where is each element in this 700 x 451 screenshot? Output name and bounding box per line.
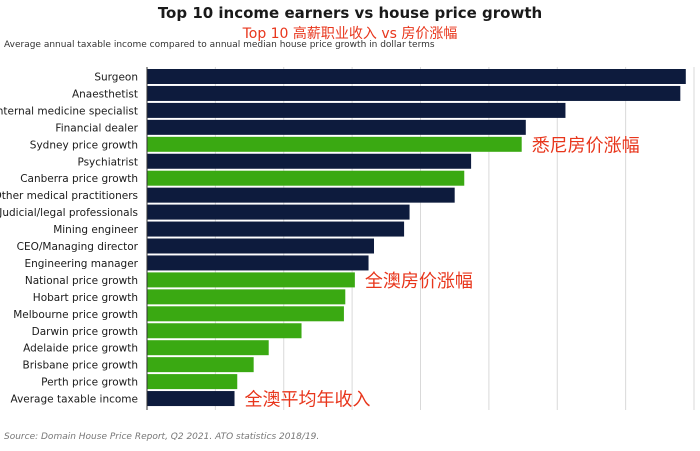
category-label: Other medical practitioners — [0, 190, 138, 202]
category-label: CEO/Managing director — [17, 241, 139, 253]
bar-financial-dealer — [147, 119, 526, 135]
bar-national-price-growth — [147, 272, 355, 288]
category-label: Surgeon — [94, 72, 138, 84]
category-label: Adelaide price growth — [23, 343, 138, 355]
chart-caption: Average annual taxable income compared t… — [4, 40, 435, 50]
chart-bars — [147, 69, 686, 407]
category-label: Darwin price growth — [32, 326, 138, 338]
annotation-label: 全澳平均年收入 — [245, 390, 371, 411]
category-label: Hobart price growth — [33, 292, 138, 304]
category-label: Internal medicine specialist — [0, 105, 138, 117]
bar-canberra-price-growth — [147, 170, 465, 186]
bar-average-taxable-income — [147, 391, 235, 407]
category-label: Mining engineer — [53, 224, 138, 236]
category-label: Melbourne price growth — [13, 309, 138, 321]
category-labels: Surgeon Anaesthetist Internal medicine spe… — [0, 72, 139, 406]
category-label: Brisbane price growth — [23, 360, 138, 372]
chart-title: Top 10 income earners vs house price gro… — [157, 4, 543, 22]
bar-hobart-price-growth — [147, 289, 346, 305]
category-label: Judicial/legal professionals — [0, 207, 138, 219]
annotation-label: 悉尼房价涨幅 — [532, 135, 640, 156]
category-label: National price growth — [25, 275, 138, 287]
category-label: Sydney price growth — [30, 139, 138, 151]
bar-engineering-manager — [147, 255, 369, 271]
category-label: Average taxable income — [11, 394, 139, 406]
category-label: Psychiatrist — [77, 156, 138, 168]
category-label: Engineering manager — [24, 258, 138, 270]
category-label: Financial dealer — [55, 122, 138, 134]
category-label: Perth price growth — [41, 377, 138, 389]
chart-source: Source: Domain House Price Report, Q2 20… — [4, 432, 320, 442]
bar-psychiatrist — [147, 153, 472, 169]
bar-surgeon — [147, 69, 686, 84]
category-label: Canberra price growth — [20, 173, 138, 185]
bar-judicial-legal-professionals — [147, 204, 410, 220]
bar-melbourne-price-growth — [147, 306, 344, 322]
bar-perth-price-growth — [147, 374, 238, 390]
chart-subtitle-chinese: Top 10 高薪职业收入 vs 房价涨幅 — [242, 26, 458, 42]
annotation-label: 全澳房价涨幅 — [365, 271, 473, 292]
bar-internal-medicine-specialist — [147, 102, 566, 118]
bar-other-medical-practitioners — [147, 187, 455, 203]
bar-darwin-price-growth — [147, 323, 302, 339]
bar-ceo-managing-director — [147, 238, 375, 254]
bar-brisbane-price-growth — [147, 357, 254, 373]
bar-anaesthetist — [147, 85, 681, 101]
bar-adelaide-price-growth — [147, 340, 269, 356]
category-label: Anaesthetist — [72, 88, 138, 100]
bar-mining-engineer — [147, 221, 405, 237]
bar-sydney-price-growth — [147, 136, 522, 152]
